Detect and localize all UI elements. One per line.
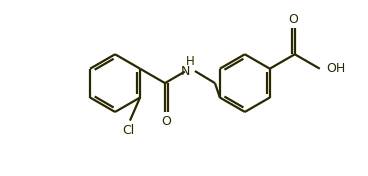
Text: O: O <box>162 115 171 128</box>
Text: H: H <box>185 55 194 68</box>
Text: OH: OH <box>326 62 345 75</box>
Text: Cl: Cl <box>123 124 135 137</box>
Text: O: O <box>289 13 298 26</box>
Text: N: N <box>180 64 190 77</box>
